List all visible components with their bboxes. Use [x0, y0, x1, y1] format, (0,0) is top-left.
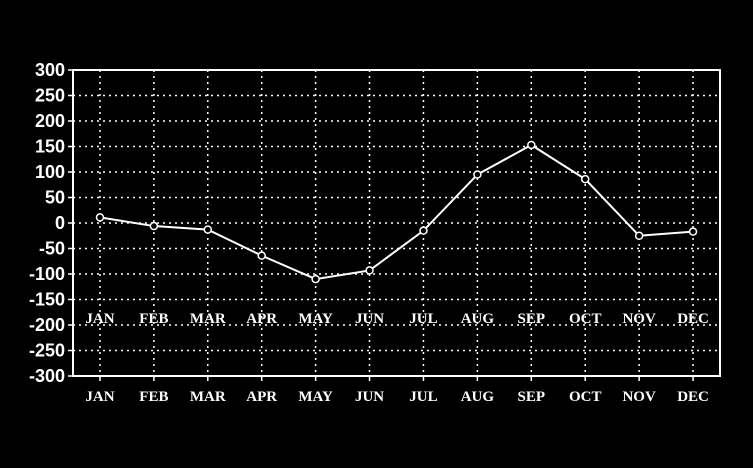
data-point	[473, 170, 482, 179]
y-tick-label: -150	[29, 290, 65, 310]
y-tick-label: 50	[45, 188, 65, 208]
x-tick-label: SEP	[518, 389, 546, 405]
series-line	[99, 143, 694, 281]
x-tick-label: FEB	[139, 389, 168, 405]
y-tick-label: 100	[35, 162, 65, 182]
x-tick-label: APR	[246, 389, 277, 405]
inner-month-label: JAN	[85, 311, 114, 327]
data-point	[688, 227, 698, 236]
x-tick-label: MAY	[298, 389, 333, 405]
data-point	[95, 213, 105, 222]
inner-month-labels: JAN FEB MAR APR MAY JUN JUL AUG SEP OCT NOV DEC	[85, 311, 709, 327]
x-tick-label: OCT	[569, 389, 602, 405]
inner-month-label: AUG	[461, 311, 495, 327]
data-point	[365, 266, 374, 275]
inner-month-label: JUN	[355, 311, 384, 327]
x-tick-label: JUN	[355, 389, 384, 405]
inner-month-label: DEC	[677, 311, 709, 327]
y-axis: 300 250 200 150 100 50 0 -50 -100 -150 -200 -250 -30…	[29, 60, 73, 386]
data-point	[527, 140, 536, 150]
x-tick-label: NOV	[622, 389, 656, 405]
data-point	[634, 231, 644, 240]
y-tick-label: -50	[39, 239, 65, 259]
inner-month-label: APR	[246, 311, 277, 327]
y-tick-label: -300	[29, 366, 65, 386]
inner-month-label: SEP	[518, 311, 546, 327]
y-tick-label: 0	[55, 213, 65, 233]
data-point	[311, 274, 320, 284]
y-tick-label: -100	[29, 264, 65, 284]
x-tick-label: MAR	[190, 389, 226, 405]
y-tick-label: -200	[29, 315, 65, 335]
inner-month-label: NOV	[622, 311, 656, 327]
x-tick-label: AUG	[461, 389, 495, 405]
inner-month-label: OCT	[569, 311, 602, 327]
inner-month-label: MAY	[298, 311, 333, 327]
x-tick-label: JAN	[85, 389, 114, 405]
grid	[73, 70, 720, 376]
inner-month-label: FEB	[139, 311, 168, 327]
inner-month-label: JUL	[409, 311, 437, 327]
y-tick-label: 200	[35, 111, 65, 131]
data-point	[203, 225, 213, 234]
y-tick-label: 150	[35, 137, 65, 157]
data-point	[580, 174, 590, 184]
series	[95, 140, 698, 284]
x-axis: JAN FEB MAR APR MAY JUN JUL AUG SEP OCT NOV DEC	[85, 376, 709, 405]
y-tick-label: 300	[35, 60, 65, 80]
data-point	[419, 226, 428, 235]
inner-month-label: MAR	[190, 311, 226, 327]
y-tick-label: 250	[35, 86, 65, 106]
x-tick-label: JUL	[409, 389, 437, 405]
y-tick-label: -250	[29, 341, 65, 361]
x-tick-label: DEC	[677, 389, 709, 405]
data-point	[149, 221, 159, 231]
data-point	[257, 251, 266, 260]
